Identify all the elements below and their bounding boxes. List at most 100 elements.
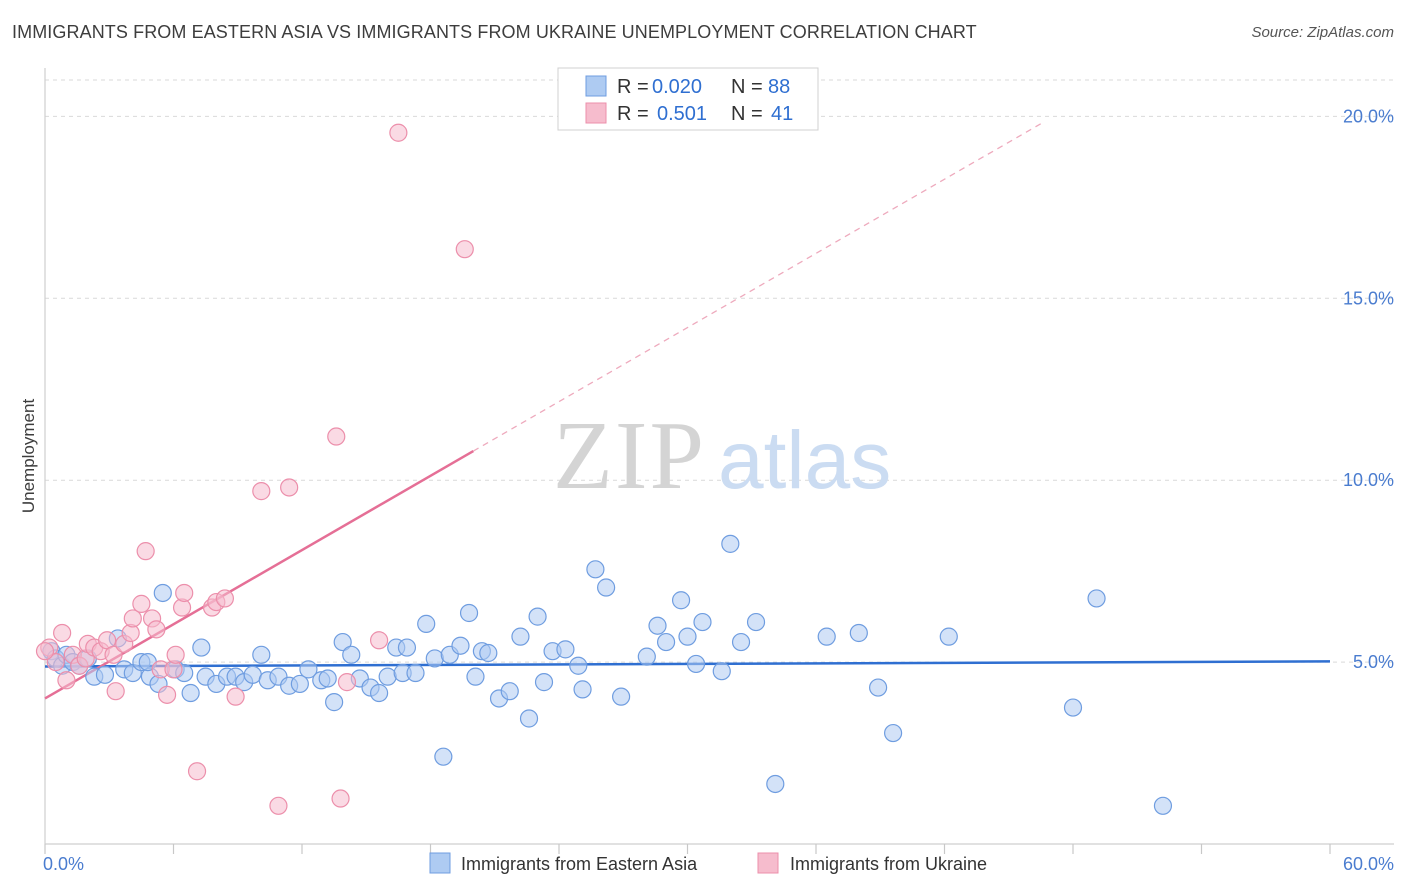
point-eastern-asia bbox=[397, 638, 417, 657]
point-ukraine bbox=[226, 687, 245, 706]
x-axis-ticks bbox=[44, 844, 1331, 854]
point-ukraine bbox=[337, 673, 357, 692]
point-eastern-asia bbox=[656, 632, 676, 652]
legend-n-label-ukraine: N = bbox=[731, 103, 763, 125]
point-ukraine bbox=[327, 427, 346, 446]
point-ukraine bbox=[35, 642, 55, 661]
point-eastern-asia bbox=[325, 693, 344, 712]
legend-r-value-ukraine: 0.501 bbox=[657, 103, 707, 125]
series-eastern-asia-points bbox=[42, 534, 1173, 815]
point-ukraine bbox=[455, 240, 474, 259]
point-ukraine bbox=[104, 645, 123, 664]
point-eastern-asia bbox=[406, 663, 425, 683]
legend-r-value-eastern-asia: 0.020 bbox=[652, 76, 702, 98]
legend-r-label-ukraine: R = bbox=[617, 103, 649, 125]
point-eastern-asia bbox=[569, 656, 588, 675]
watermark-zip: ZIP bbox=[553, 402, 706, 510]
point-eastern-asia bbox=[817, 627, 836, 646]
point-eastern-asia bbox=[519, 709, 539, 728]
point-ukraine bbox=[269, 796, 288, 815]
point-eastern-asia bbox=[299, 660, 318, 679]
point-eastern-asia bbox=[95, 665, 115, 684]
point-eastern-asia bbox=[451, 636, 470, 655]
point-eastern-asia bbox=[181, 683, 200, 703]
legend-swatch-eastern-asia bbox=[585, 75, 607, 97]
point-eastern-asia bbox=[528, 607, 547, 626]
point-eastern-asia bbox=[1087, 589, 1106, 608]
x-tick-label-max: 60.0% bbox=[1343, 854, 1394, 874]
point-eastern-asia bbox=[637, 647, 656, 666]
point-eastern-asia bbox=[612, 687, 631, 706]
point-eastern-asia bbox=[869, 678, 888, 697]
point-eastern-asia bbox=[671, 591, 691, 610]
point-eastern-asia bbox=[721, 534, 740, 553]
y-axis-tick-labels: 5.0% 10.0% 15.0% 20.0% bbox=[1343, 106, 1394, 672]
point-eastern-asia bbox=[370, 683, 389, 703]
x-tick-label-min: 0.0% bbox=[43, 854, 84, 874]
point-eastern-asia bbox=[939, 627, 958, 646]
point-ukraine bbox=[175, 583, 194, 603]
legend-n-value-ukraine: 41 bbox=[771, 103, 793, 125]
point-ukraine bbox=[147, 620, 166, 639]
point-eastern-asia bbox=[500, 682, 519, 701]
point-ukraine bbox=[123, 609, 142, 628]
y-tick-label: 15.0% bbox=[1343, 288, 1394, 308]
point-eastern-asia bbox=[849, 623, 868, 643]
point-ukraine bbox=[132, 594, 151, 613]
y-tick-label: 10.0% bbox=[1343, 470, 1394, 490]
source-label: Source: ZipAtlas.com bbox=[1251, 24, 1394, 41]
point-eastern-asia bbox=[597, 578, 616, 597]
bottom-legend: Immigrants from Eastern Asia Immigrants … bbox=[429, 852, 987, 874]
y-tick-label: 5.0% bbox=[1353, 652, 1394, 672]
series-ukraine-points bbox=[35, 123, 474, 815]
point-ukraine bbox=[280, 478, 299, 497]
point-eastern-asia bbox=[425, 649, 444, 668]
gridlines bbox=[45, 79, 1394, 663]
point-ukraine bbox=[215, 589, 234, 608]
point-ukraine bbox=[389, 123, 408, 142]
point-eastern-asia bbox=[648, 616, 667, 635]
point-eastern-asia bbox=[686, 654, 706, 674]
point-eastern-asia bbox=[883, 723, 903, 743]
legend-n-label-eastern-asia: N = bbox=[731, 76, 763, 98]
y-axis-title: Unemployment bbox=[19, 399, 38, 514]
point-eastern-asia bbox=[746, 612, 766, 632]
point-eastern-asia bbox=[573, 680, 592, 699]
bottom-legend-swatch-eastern-asia bbox=[429, 852, 451, 874]
point-ukraine bbox=[53, 623, 72, 643]
legend-box: R = 0.020 N = 88 R = 0.501 N = 41 bbox=[557, 67, 819, 131]
bottom-legend-label-eastern-asia: Immigrants from Eastern Asia bbox=[461, 854, 698, 874]
point-eastern-asia bbox=[766, 774, 785, 794]
point-ukraine bbox=[166, 645, 185, 664]
point-eastern-asia bbox=[1063, 698, 1083, 717]
point-eastern-asia bbox=[1153, 796, 1173, 815]
legend-r-label-eastern-asia: R = bbox=[617, 76, 649, 98]
point-eastern-asia bbox=[434, 747, 453, 766]
bottom-legend-label-ukraine: Immigrants from Ukraine bbox=[790, 854, 987, 874]
point-eastern-asia bbox=[479, 643, 498, 663]
point-eastern-asia bbox=[342, 645, 361, 664]
point-ukraine bbox=[331, 789, 350, 808]
point-eastern-asia bbox=[290, 674, 309, 694]
bottom-legend-swatch-ukraine bbox=[757, 852, 779, 874]
point-eastern-asia bbox=[466, 667, 485, 686]
point-eastern-asia bbox=[693, 612, 712, 632]
axes bbox=[44, 68, 1394, 845]
point-eastern-asia bbox=[511, 627, 530, 646]
point-ukraine bbox=[57, 671, 76, 690]
watermark: ZIP atlas bbox=[553, 402, 891, 510]
legend-n-value-eastern-asia: 88 bbox=[768, 76, 790, 98]
point-ukraine bbox=[157, 685, 177, 704]
point-eastern-asia bbox=[378, 667, 397, 686]
point-eastern-asia bbox=[556, 640, 575, 659]
point-eastern-asia bbox=[731, 632, 751, 652]
point-eastern-asia bbox=[712, 662, 731, 681]
y-tick-label: 20.0% bbox=[1343, 106, 1394, 126]
point-eastern-asia bbox=[333, 632, 352, 652]
watermark-atlas: atlas bbox=[718, 415, 891, 506]
point-ukraine bbox=[136, 542, 155, 561]
point-eastern-asia bbox=[318, 669, 337, 688]
trend-line-ukraine-extension bbox=[473, 123, 1042, 452]
point-eastern-asia bbox=[417, 614, 436, 633]
